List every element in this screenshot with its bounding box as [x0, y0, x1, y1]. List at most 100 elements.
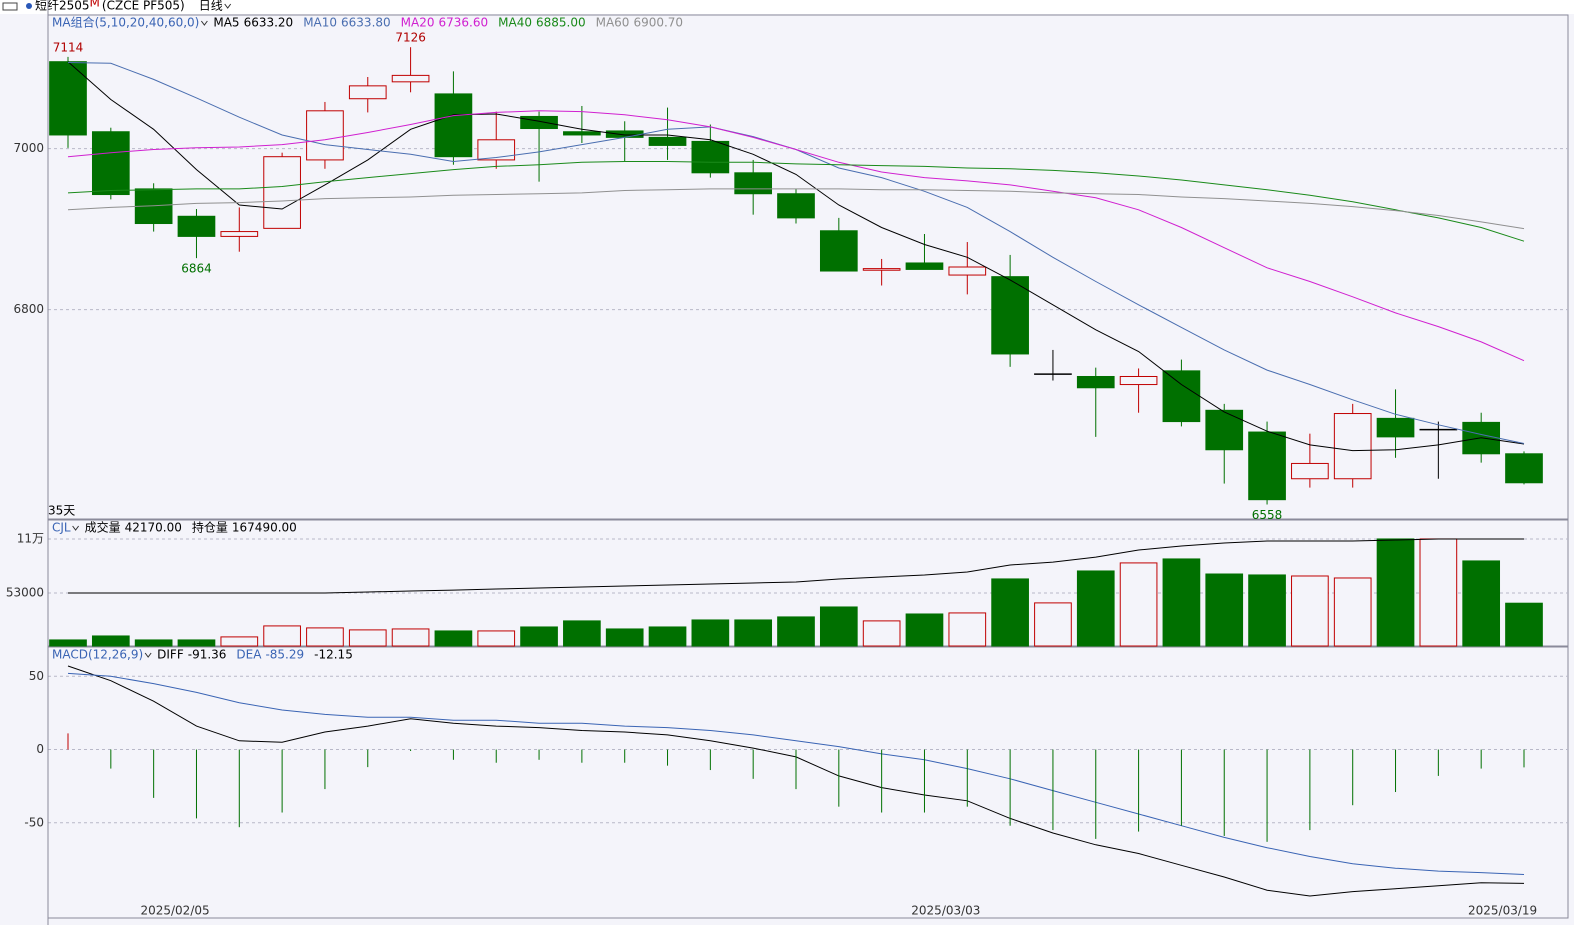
- legend-name: DIFF: [157, 648, 184, 662]
- candle-body: [1291, 462, 1329, 480]
- candle-body: [1248, 431, 1286, 501]
- legend-name: MA10: [303, 16, 337, 30]
- volume-bar: [605, 628, 644, 647]
- volume-bar: [391, 628, 430, 647]
- x-tick-label: 2025/02/05: [140, 904, 209, 918]
- legend-value: 6633.80: [341, 16, 391, 30]
- legend-name: MA5: [213, 16, 239, 30]
- dropdown-caret[interactable]: [200, 20, 208, 26]
- indicator-name: CJL: [52, 521, 71, 535]
- ma-line: [67, 110, 1525, 362]
- macd-line: [67, 672, 1525, 875]
- candle-body: [1076, 375, 1115, 389]
- candle-body: [1162, 370, 1201, 423]
- dropdown-caret[interactable]: [144, 652, 152, 658]
- volume-bar: [134, 639, 173, 647]
- volume-bar: [1462, 560, 1501, 647]
- legend-value: -91.36: [188, 648, 227, 662]
- volume-bar: [91, 635, 130, 647]
- candle-body: [220, 231, 259, 237]
- volume-bar: [563, 620, 601, 647]
- candle-body: [263, 156, 301, 229]
- menu-icon[interactable]: [2, 2, 18, 11]
- volume-bar: [1505, 602, 1543, 647]
- legend-name: MA40: [498, 16, 532, 30]
- volume-bar: [220, 636, 259, 647]
- volume-bar: [348, 629, 387, 647]
- volume-bar: [819, 606, 858, 647]
- legend-name: 成交量: [85, 520, 121, 535]
- open-interest-line: [68, 538, 1524, 594]
- legend-value: 6633.20: [244, 16, 294, 30]
- volume-bar: [1205, 573, 1244, 647]
- y-tick-label: 53000: [6, 585, 44, 599]
- candle-body: [777, 193, 815, 219]
- dropdown-caret[interactable]: [72, 525, 80, 531]
- candle-body: [434, 93, 473, 158]
- symbol-title: 短纤2505: [35, 0, 90, 13]
- volume-bar: [648, 626, 687, 647]
- candle-body: [306, 110, 344, 161]
- volume-bar: [477, 630, 516, 647]
- period-label: 日线: [199, 0, 223, 13]
- symbol-sup: M: [90, 0, 100, 10]
- status-dot: [26, 3, 32, 9]
- volume-bar: [1419, 538, 1458, 647]
- low-label: 6864: [181, 262, 212, 276]
- indicator-name: MACD(12,26,9): [52, 648, 143, 662]
- volume-bar: [777, 616, 815, 647]
- candle-body: [1119, 375, 1158, 386]
- candle-body: [691, 140, 730, 174]
- volume-bar: [1248, 574, 1286, 647]
- volume-bar: [263, 625, 301, 647]
- volume-bar: [520, 626, 558, 647]
- y-tick-label: -50: [24, 815, 44, 829]
- legend-value: 167490.00: [232, 521, 297, 535]
- volume-bar: [1376, 538, 1415, 647]
- legend-value: 42170.00: [125, 521, 182, 535]
- candle-body: [520, 115, 558, 130]
- volume-bar: [177, 639, 216, 647]
- legend-name: MA20: [401, 16, 435, 30]
- x-tick-label: 2025/03/19: [1468, 904, 1537, 918]
- volume-bar: [691, 619, 730, 647]
- volume-bar: [434, 630, 473, 647]
- y-tick-label: 50: [29, 669, 44, 683]
- candle-body: [605, 130, 644, 138]
- legend-value: 6736.60: [439, 16, 489, 30]
- y-tick-label: 11万: [17, 531, 44, 545]
- y-tick-label: 0: [36, 742, 44, 756]
- y-tick-label: 6800: [13, 302, 44, 316]
- volume-bar: [991, 578, 1029, 647]
- volume-bar: [862, 620, 901, 647]
- volume-bar: [905, 613, 944, 647]
- candle-body: [862, 268, 901, 271]
- volume-bar: [948, 612, 987, 647]
- volume-bar: [306, 627, 344, 647]
- dropdown-caret[interactable]: [224, 3, 232, 9]
- candle-body: [91, 131, 130, 196]
- candle-body: [991, 276, 1029, 355]
- candle-body: [563, 131, 601, 136]
- volume-bar: [1034, 602, 1072, 647]
- volume-bar: [1119, 562, 1158, 647]
- candle-body: [49, 61, 87, 136]
- candle-body: [648, 136, 687, 146]
- ma-line: [67, 61, 1525, 452]
- candle-body: [177, 215, 216, 237]
- legend-name: DEA: [236, 648, 262, 662]
- legend-value: 6900.70: [633, 16, 683, 30]
- high-label: 7114: [53, 40, 84, 54]
- low-label: 6558: [1252, 508, 1283, 522]
- candle-body: [905, 262, 944, 270]
- ma-line: [67, 188, 1525, 230]
- candle-body: [348, 85, 387, 100]
- volume-bar: [1333, 577, 1372, 647]
- span-label: 35天: [48, 504, 75, 518]
- ma-line: [67, 161, 1525, 242]
- volume-bar: [734, 619, 773, 647]
- candle-body: [391, 74, 430, 83]
